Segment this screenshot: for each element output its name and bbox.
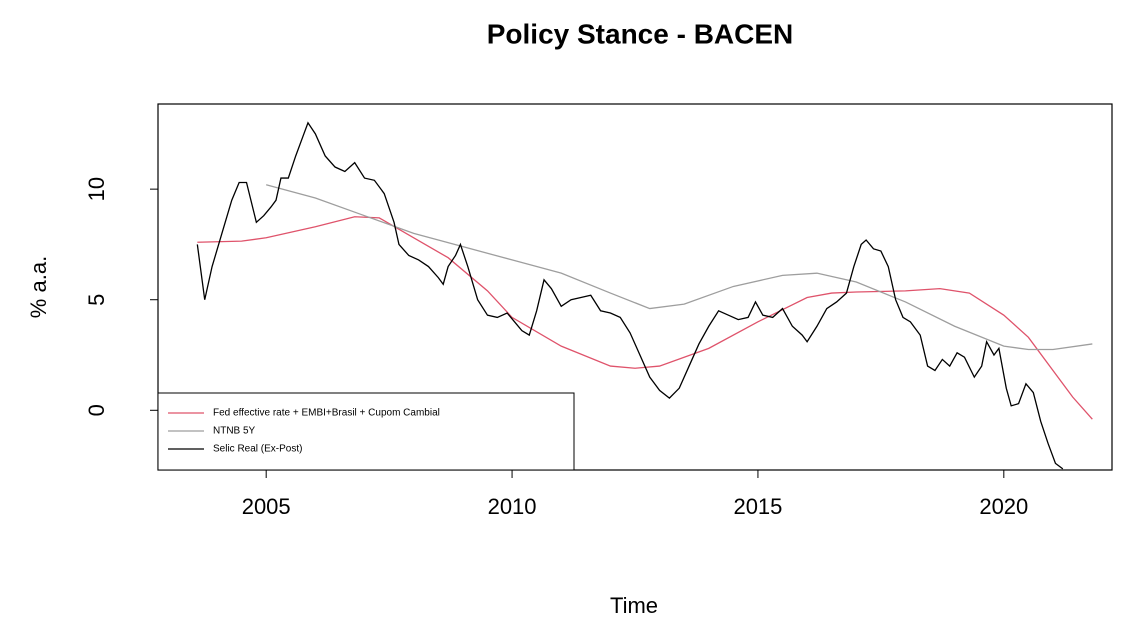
y-axis-label: % a.a. [26, 256, 51, 318]
legend-box [157, 392, 575, 471]
legend-label: Fed effective rate + EMBI+Brasil + Cupom… [213, 408, 440, 419]
x-tick-label: 2020 [979, 494, 1028, 519]
x-tick-label: 2005 [242, 494, 291, 519]
plot-area [196, 121, 1093, 470]
series-line [196, 121, 1064, 470]
legend-label: NTNB 5Y [213, 426, 256, 437]
y-tick-label: 10 [84, 177, 109, 201]
x-axis-label: Time [610, 593, 658, 618]
series-line [266, 184, 1093, 351]
y-tick-label: 0 [84, 404, 109, 416]
x-tick-label: 2015 [733, 494, 782, 519]
chart-title: Policy Stance - BACEN [487, 18, 794, 49]
y-tick-label: 5 [84, 294, 109, 306]
x-tick-label: 2010 [488, 494, 537, 519]
legend-label: Selic Real (Ex-Post) [213, 444, 302, 455]
series-line [197, 216, 1093, 420]
